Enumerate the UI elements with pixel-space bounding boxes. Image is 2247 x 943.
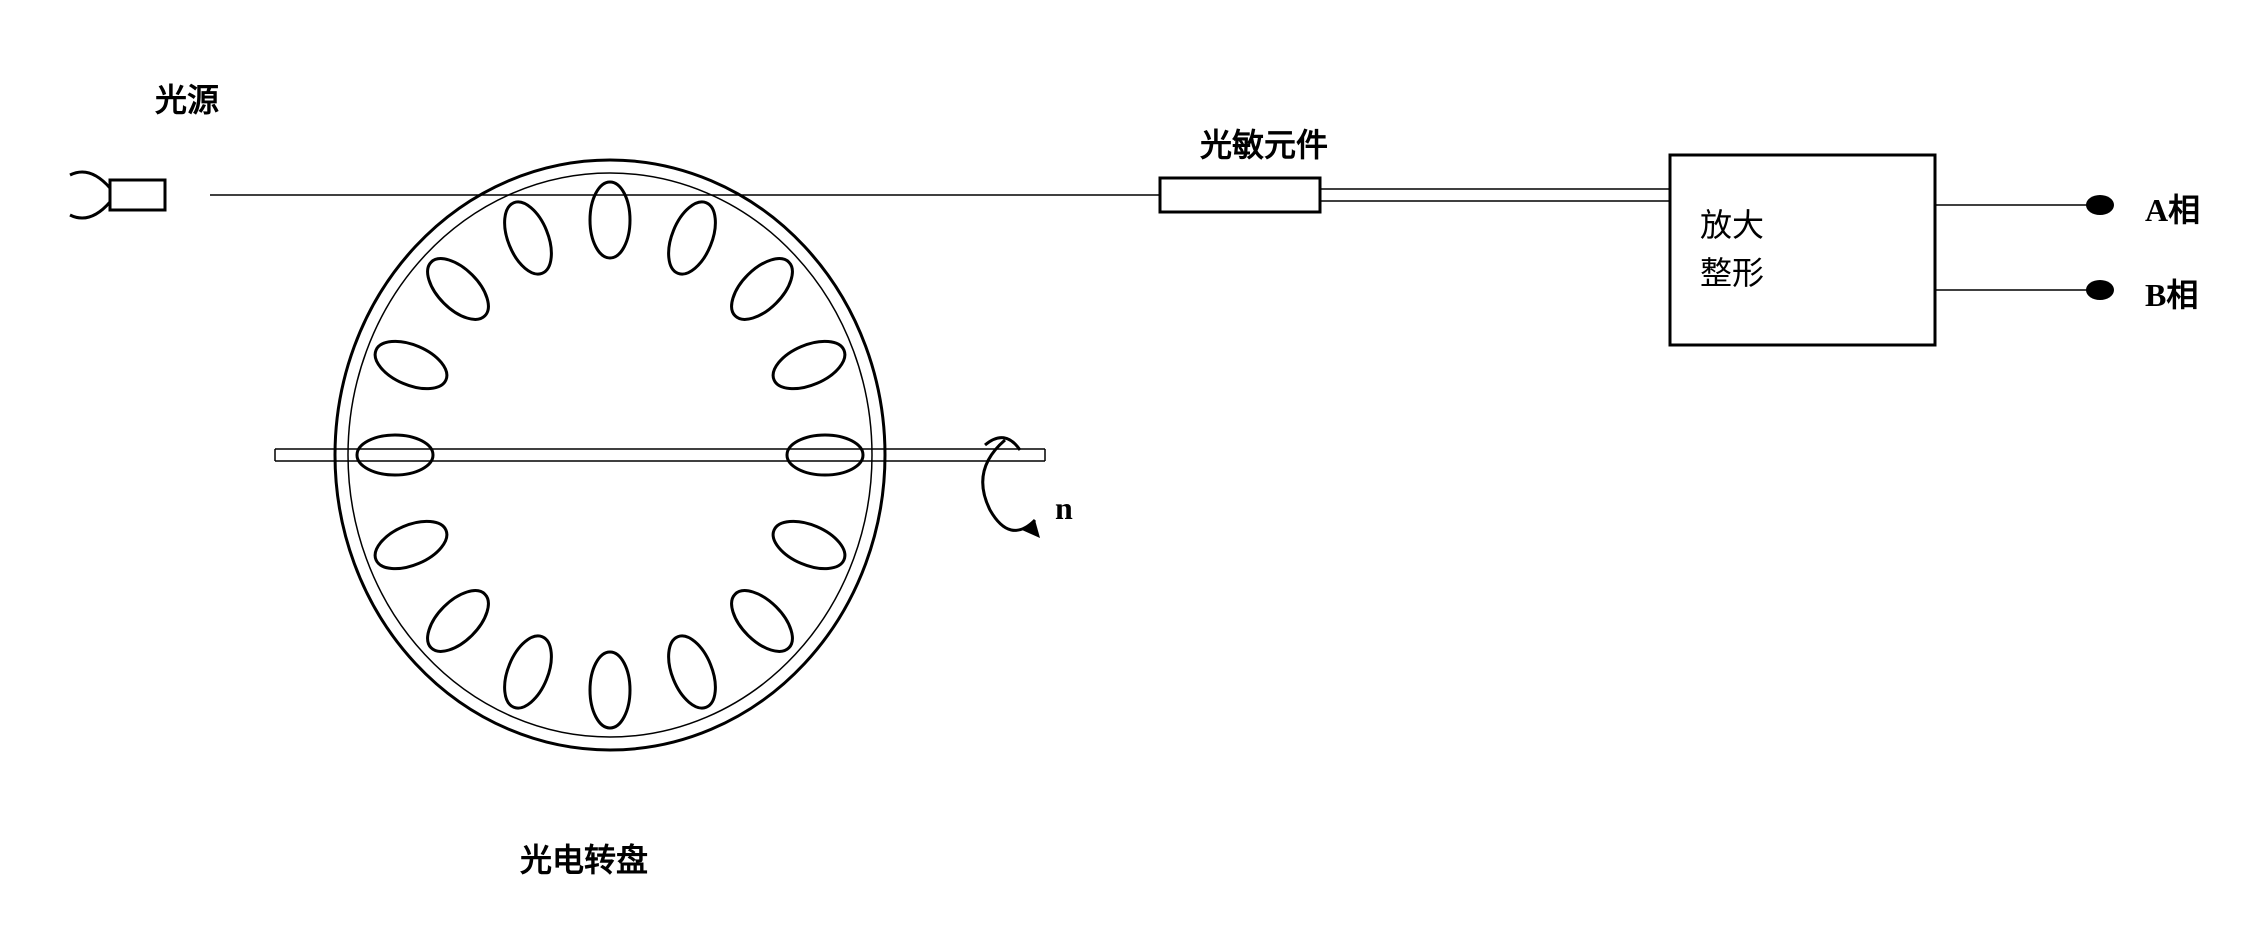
photosensitive-element-label: 光敏元件: [1200, 120, 1328, 166]
photoelectric-disc: [335, 160, 885, 750]
light-source-label: 光源: [155, 75, 219, 121]
phase-a-label: A相: [2145, 185, 2200, 231]
rotation-n-label: n: [1055, 490, 1073, 527]
output-b-terminal: [2086, 280, 2114, 300]
disc-holes: [357, 182, 863, 728]
phase-b-label: B相: [2145, 270, 2198, 316]
amplifier-label-line2: 整形: [1700, 248, 1764, 294]
rotation-arrow-icon: [983, 438, 1040, 538]
photoelectric-disc-label: 光电转盘: [520, 835, 648, 881]
amplifier-label-line1: 放大: [1700, 200, 1764, 246]
output-a-terminal: [2086, 195, 2114, 215]
photosensitive-element: [1160, 178, 1320, 212]
disc-shaft: [275, 449, 1045, 461]
light-source-symbol: [70, 172, 165, 218]
diagram-canvas: [0, 0, 2247, 943]
